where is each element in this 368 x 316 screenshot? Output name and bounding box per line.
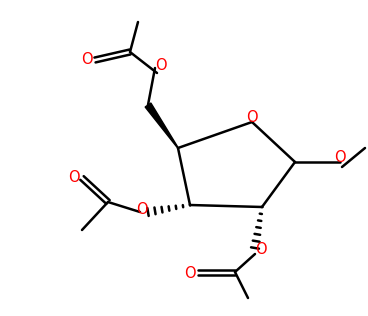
Text: O: O — [155, 58, 167, 74]
Text: O: O — [334, 150, 346, 166]
Text: O: O — [68, 171, 80, 185]
Text: O: O — [184, 266, 196, 282]
Text: O: O — [136, 203, 148, 217]
Text: O: O — [255, 242, 267, 258]
Text: O: O — [81, 52, 93, 68]
Text: O: O — [246, 110, 258, 125]
Polygon shape — [145, 103, 178, 148]
